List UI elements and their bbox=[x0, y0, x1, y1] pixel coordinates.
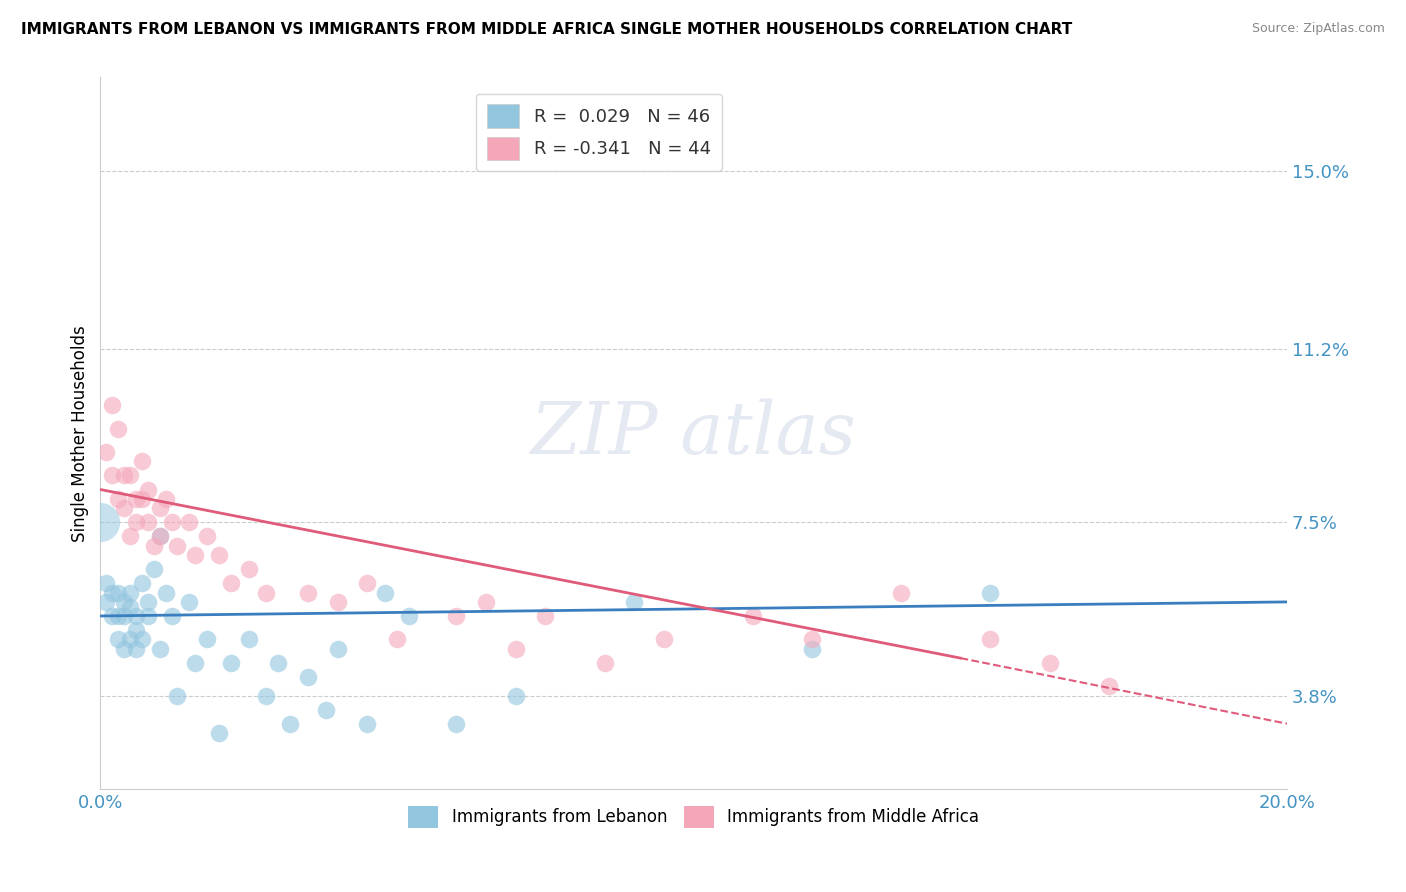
Point bbox=[112, 609, 135, 624]
Point bbox=[505, 641, 527, 656]
Point bbox=[267, 656, 290, 670]
Point bbox=[356, 716, 378, 731]
Point bbox=[398, 609, 420, 624]
Point bbox=[184, 656, 207, 670]
Point bbox=[118, 599, 141, 614]
Point bbox=[801, 632, 824, 647]
Point bbox=[166, 539, 188, 553]
Point bbox=[101, 468, 124, 483]
Point bbox=[112, 595, 135, 609]
Point bbox=[219, 656, 242, 670]
Point bbox=[118, 468, 141, 483]
Text: IMMIGRANTS FROM LEBANON VS IMMIGRANTS FROM MIDDLE AFRICA SINGLE MOTHER HOUSEHOLD: IMMIGRANTS FROM LEBANON VS IMMIGRANTS FR… bbox=[21, 22, 1073, 37]
Point bbox=[142, 562, 165, 576]
Point bbox=[125, 491, 148, 506]
Point bbox=[131, 491, 153, 506]
Point bbox=[208, 548, 231, 562]
Point bbox=[101, 609, 124, 624]
Point bbox=[96, 595, 118, 609]
Point bbox=[326, 595, 349, 609]
Point bbox=[149, 501, 172, 516]
Point bbox=[107, 609, 129, 624]
Point bbox=[652, 632, 675, 647]
Point bbox=[136, 516, 159, 530]
Point bbox=[238, 632, 260, 647]
Point bbox=[356, 576, 378, 591]
Point bbox=[326, 641, 349, 656]
Point bbox=[385, 632, 408, 647]
Point bbox=[125, 609, 148, 624]
Point bbox=[890, 585, 912, 599]
Point bbox=[136, 483, 159, 497]
Point bbox=[131, 632, 153, 647]
Point bbox=[107, 585, 129, 599]
Point bbox=[155, 491, 177, 506]
Point bbox=[195, 529, 218, 543]
Point bbox=[534, 609, 557, 624]
Point bbox=[256, 689, 278, 703]
Text: Source: ZipAtlas.com: Source: ZipAtlas.com bbox=[1251, 22, 1385, 36]
Point bbox=[112, 641, 135, 656]
Point bbox=[149, 529, 172, 543]
Point bbox=[195, 632, 218, 647]
Text: ZIP atlas: ZIP atlas bbox=[530, 398, 856, 468]
Point bbox=[256, 585, 278, 599]
Point bbox=[166, 689, 188, 703]
Point bbox=[801, 641, 824, 656]
Point bbox=[593, 656, 616, 670]
Point bbox=[1098, 679, 1121, 693]
Point bbox=[1038, 656, 1060, 670]
Point bbox=[107, 422, 129, 436]
Point bbox=[149, 641, 172, 656]
Point bbox=[160, 516, 183, 530]
Point bbox=[149, 529, 172, 543]
Point bbox=[623, 595, 645, 609]
Point bbox=[125, 516, 148, 530]
Point bbox=[979, 585, 1001, 599]
Point bbox=[179, 595, 201, 609]
Y-axis label: Single Mother Households: Single Mother Households bbox=[72, 325, 89, 541]
Point bbox=[219, 576, 242, 591]
Point bbox=[118, 529, 141, 543]
Point bbox=[96, 445, 118, 459]
Point bbox=[136, 595, 159, 609]
Point bbox=[446, 609, 468, 624]
Point bbox=[278, 716, 301, 731]
Point bbox=[89, 516, 111, 530]
Legend: Immigrants from Lebanon, Immigrants from Middle Africa: Immigrants from Lebanon, Immigrants from… bbox=[402, 799, 986, 834]
Point bbox=[238, 562, 260, 576]
Point bbox=[446, 716, 468, 731]
Point bbox=[505, 689, 527, 703]
Point bbox=[374, 585, 396, 599]
Point bbox=[184, 548, 207, 562]
Point bbox=[125, 641, 148, 656]
Point bbox=[208, 726, 231, 740]
Point bbox=[96, 576, 118, 591]
Point bbox=[475, 595, 498, 609]
Point bbox=[131, 454, 153, 468]
Point bbox=[131, 576, 153, 591]
Point bbox=[297, 670, 319, 684]
Point bbox=[101, 398, 124, 412]
Point bbox=[979, 632, 1001, 647]
Point bbox=[107, 632, 129, 647]
Point bbox=[179, 516, 201, 530]
Point bbox=[297, 585, 319, 599]
Point bbox=[136, 609, 159, 624]
Point bbox=[112, 468, 135, 483]
Point bbox=[107, 491, 129, 506]
Point bbox=[155, 585, 177, 599]
Point bbox=[125, 623, 148, 637]
Point bbox=[742, 609, 765, 624]
Point bbox=[118, 585, 141, 599]
Point bbox=[118, 632, 141, 647]
Point bbox=[112, 501, 135, 516]
Point bbox=[315, 703, 337, 717]
Point bbox=[160, 609, 183, 624]
Point bbox=[101, 585, 124, 599]
Point bbox=[142, 539, 165, 553]
